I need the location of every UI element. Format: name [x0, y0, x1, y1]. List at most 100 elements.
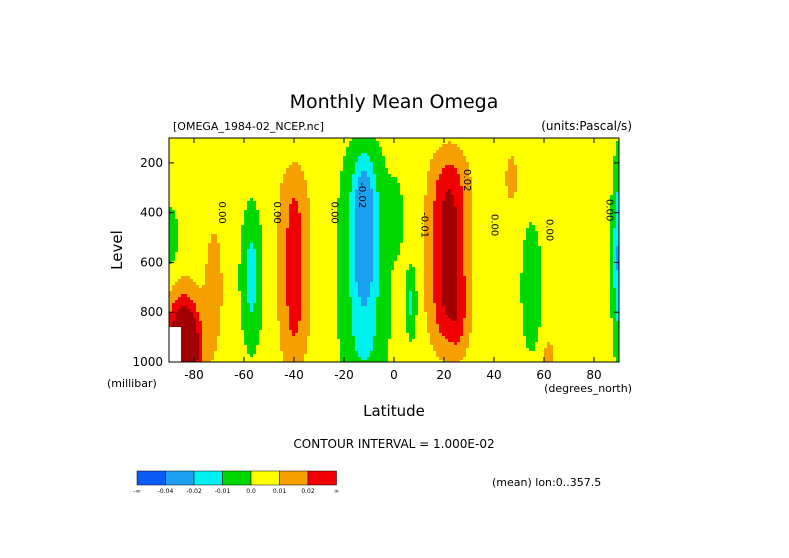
contour-cell [244, 216, 260, 220]
contour-cell [529, 348, 536, 352]
contour-cell [391, 336, 410, 340]
contour-cell [205, 276, 224, 280]
contour-cell [169, 306, 173, 310]
contour-cell [262, 321, 281, 325]
contour-cell [370, 291, 380, 295]
contour-cell [169, 255, 176, 259]
contour-cell [277, 246, 287, 250]
contour-cell [613, 171, 619, 175]
contour-cell [310, 315, 338, 319]
contour-cell [379, 273, 392, 277]
contour-cell [337, 327, 353, 331]
contour-cell [262, 282, 278, 286]
contour-cell [613, 243, 619, 247]
y-tick-label: 200 [140, 156, 163, 170]
contour-cell [373, 240, 380, 244]
contour-cell [196, 318, 200, 322]
contour-cell [388, 345, 434, 349]
contour-cell [190, 276, 206, 280]
y-tick-label: 600 [140, 255, 163, 269]
contour-cell [247, 348, 257, 352]
contour-cell [526, 228, 536, 232]
contour-cell [307, 192, 341, 196]
contour-cell [310, 270, 338, 274]
contour-cell [538, 327, 614, 331]
contour-cell [349, 276, 356, 280]
contour-cell [427, 183, 437, 187]
contour-cell [355, 258, 374, 262]
contour-cell [508, 168, 518, 172]
contour-cell [433, 246, 443, 250]
x-axis-ticks: -80 -60 -40 -20 0 20 40 60 80 [184, 138, 602, 382]
colorbar-label: 0.0 [246, 488, 256, 495]
contour-cell [424, 276, 434, 280]
contour-cell [391, 300, 407, 304]
contour-cell [379, 207, 404, 211]
contour-cell [196, 282, 206, 286]
contour-cell [340, 180, 353, 184]
contour-cell [460, 177, 473, 181]
contour-cell [220, 306, 242, 310]
contour-cell [433, 255, 443, 259]
contour-cell [169, 156, 344, 160]
contour-cell [340, 195, 350, 199]
contour-cell [424, 207, 434, 211]
contour-cell [169, 249, 179, 253]
contour-cell [169, 285, 173, 289]
contour-cell [337, 291, 350, 295]
contour-cell [169, 225, 179, 229]
contour-cell [337, 219, 350, 223]
contour-cell [427, 312, 437, 316]
contour-cell [277, 228, 287, 232]
contour-cell [373, 162, 386, 166]
contour-cell [541, 315, 611, 319]
contour-cell [355, 189, 374, 193]
contour-cell [424, 303, 437, 307]
contour-cell [541, 273, 611, 277]
contour-cell [355, 222, 374, 226]
contour-cell [613, 351, 619, 355]
contour-cell [202, 333, 221, 337]
contour-cell [310, 261, 338, 265]
contour-cell [277, 294, 287, 298]
contour-cell [355, 246, 374, 250]
contour-cell [442, 285, 458, 289]
contour-cell [541, 252, 611, 256]
contour-cell [379, 219, 404, 223]
contour-cell [613, 162, 619, 166]
contour-cell [433, 243, 443, 247]
contour-cell [616, 318, 619, 322]
contour-cell [340, 354, 359, 358]
contour-cell [349, 237, 356, 241]
contour-cell [391, 303, 407, 307]
contour-cell [613, 276, 619, 280]
contour-cell [424, 198, 437, 202]
contour-cell [355, 204, 374, 208]
contour-cell [337, 240, 350, 244]
contour-cell [541, 300, 611, 304]
contour-cell [454, 198, 464, 202]
contour-cell [610, 267, 614, 271]
contour-cell [442, 255, 458, 259]
contour-cell [352, 189, 356, 193]
contour-cell [169, 228, 179, 232]
contour-cell [514, 159, 614, 163]
contour-cell [289, 165, 302, 169]
contour-cell [220, 249, 242, 253]
contour-cell [241, 228, 263, 232]
contour-cell [337, 333, 353, 337]
contour-cell [460, 147, 617, 151]
contour-cell [403, 219, 425, 223]
contour-cell [349, 267, 356, 271]
contour-cell [523, 303, 542, 307]
contour-cell [280, 324, 290, 328]
contour-cell [508, 195, 515, 199]
contour-cell [352, 309, 377, 313]
contour-cell [310, 309, 338, 313]
contour-cell [610, 222, 617, 226]
contour-cell [220, 321, 242, 325]
contour-cell [253, 243, 263, 247]
contour-cell [376, 309, 392, 313]
contour-cell [439, 177, 461, 181]
contour-cell [463, 234, 473, 238]
